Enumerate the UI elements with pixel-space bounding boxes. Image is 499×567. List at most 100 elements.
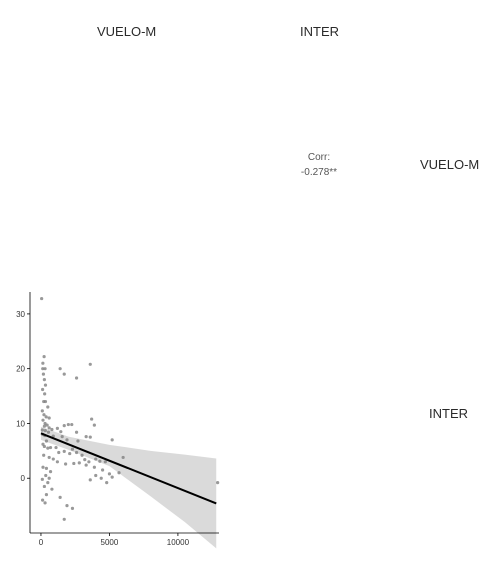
data-point	[62, 424, 66, 428]
x-tick-label: 5000	[101, 538, 119, 547]
data-point	[121, 455, 125, 460]
data-point	[90, 417, 94, 421]
data-point	[94, 473, 98, 478]
data-point	[58, 367, 62, 371]
data-point	[76, 439, 80, 443]
data-point	[110, 475, 114, 479]
data-point	[74, 430, 79, 434]
data-point	[58, 495, 62, 499]
data-point	[43, 501, 47, 505]
data-point	[55, 460, 59, 464]
x-tick-label: 0	[39, 538, 44, 547]
data-point	[70, 506, 75, 510]
data-point	[41, 367, 45, 371]
data-point	[92, 465, 96, 469]
data-point	[42, 355, 46, 359]
data-point	[70, 422, 74, 427]
data-point	[44, 466, 49, 470]
data-point	[47, 426, 51, 430]
data-point	[42, 484, 46, 489]
y-tick-label: 30	[16, 310, 25, 319]
data-point	[46, 481, 50, 485]
data-point	[43, 383, 48, 387]
data-point	[42, 444, 46, 449]
data-point	[41, 418, 45, 422]
data-point	[43, 367, 47, 371]
col-header-inter: INTER	[300, 24, 339, 39]
data-point	[42, 413, 46, 417]
confidence-band	[40, 426, 217, 549]
data-point	[55, 426, 59, 430]
data-point	[51, 457, 55, 461]
data-point	[46, 446, 50, 450]
data-point	[47, 416, 51, 420]
data-point	[44, 493, 49, 497]
y-tick-label: 0	[21, 474, 26, 483]
data-point	[43, 392, 47, 396]
data-point	[43, 428, 47, 433]
data-point	[47, 455, 51, 460]
y-tick-label: 10	[16, 419, 25, 428]
data-point	[88, 435, 92, 439]
data-point	[42, 378, 46, 382]
data-point	[98, 459, 102, 463]
data-point	[88, 478, 92, 482]
data-point	[64, 462, 68, 466]
data-point	[74, 450, 79, 455]
data-point	[65, 438, 69, 442]
x-tick-label: 10000	[167, 538, 190, 547]
data-point	[40, 477, 44, 481]
data-point	[44, 415, 48, 419]
col-header-vuelo-m: VUELO-M	[97, 24, 157, 39]
correlation-value: -0.278**	[300, 167, 338, 178]
data-point	[50, 487, 54, 491]
data-point	[45, 423, 49, 427]
points-layer	[40, 296, 220, 521]
data-point	[42, 453, 46, 457]
data-point	[84, 463, 88, 467]
data-point	[99, 476, 103, 480]
data-point	[44, 473, 48, 478]
data-point	[50, 427, 54, 432]
data-point	[68, 451, 72, 456]
data-point	[41, 498, 45, 502]
data-point	[74, 376, 79, 380]
data-point	[216, 481, 220, 485]
data-point	[66, 422, 70, 427]
data-point	[54, 445, 58, 450]
data-point	[62, 372, 66, 376]
data-point	[41, 465, 45, 469]
row-header-vuelo-m: VUELO-M	[420, 157, 480, 172]
data-point	[41, 361, 45, 365]
data-point	[94, 457, 98, 461]
data-point	[105, 481, 109, 485]
data-point	[80, 453, 84, 457]
data-point	[70, 447, 75, 451]
data-point	[46, 405, 50, 409]
data-point	[62, 517, 66, 521]
data-point	[47, 476, 51, 480]
axes-layer: 0 5000 10000 0 10 20 30	[16, 292, 219, 547]
data-point	[103, 460, 107, 464]
data-point	[62, 449, 66, 453]
data-point	[117, 471, 121, 475]
fit-line-layer	[40, 432, 217, 505]
data-point	[40, 409, 44, 413]
data-point	[107, 472, 112, 476]
data-point	[57, 450, 61, 455]
data-point	[65, 504, 69, 508]
y-tick-label: 20	[16, 365, 25, 374]
data-point	[46, 430, 51, 434]
data-point	[40, 296, 44, 301]
confidence-band-layer	[40, 426, 217, 549]
data-point	[92, 423, 96, 427]
row-header-inter: INTER	[429, 406, 468, 421]
data-point	[84, 435, 88, 439]
data-point	[110, 438, 114, 442]
data-point	[43, 399, 48, 404]
regression-line	[40, 432, 217, 505]
data-point	[60, 435, 64, 439]
data-point	[48, 470, 53, 474]
data-point	[44, 439, 49, 443]
